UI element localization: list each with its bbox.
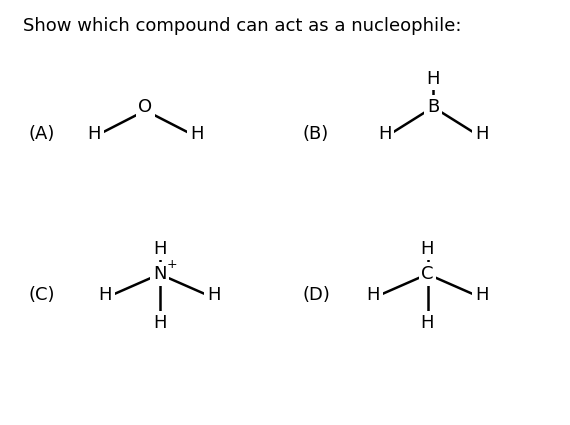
Text: +: + <box>167 258 177 271</box>
Text: H: H <box>99 286 112 304</box>
Text: (B): (B) <box>302 125 328 143</box>
Text: (A): (A) <box>28 125 55 143</box>
Text: H: H <box>475 125 488 143</box>
Text: B: B <box>427 98 439 116</box>
Text: H: H <box>87 125 101 143</box>
Text: H: H <box>367 286 380 304</box>
Text: O: O <box>139 98 152 116</box>
Text: (C): (C) <box>28 286 55 304</box>
Text: H: H <box>421 240 434 258</box>
Text: Show which compound can act as a nucleophile:: Show which compound can act as a nucleop… <box>23 17 461 35</box>
Text: H: H <box>421 314 434 332</box>
Text: H: H <box>153 240 166 258</box>
Text: H: H <box>378 125 392 143</box>
Text: H: H <box>153 314 166 332</box>
Text: H: H <box>475 286 488 304</box>
Text: N: N <box>153 265 166 283</box>
Text: (D): (D) <box>302 286 330 304</box>
Text: H: H <box>207 286 221 304</box>
Text: H: H <box>190 125 203 143</box>
Text: C: C <box>421 265 434 283</box>
Text: H: H <box>426 70 440 88</box>
